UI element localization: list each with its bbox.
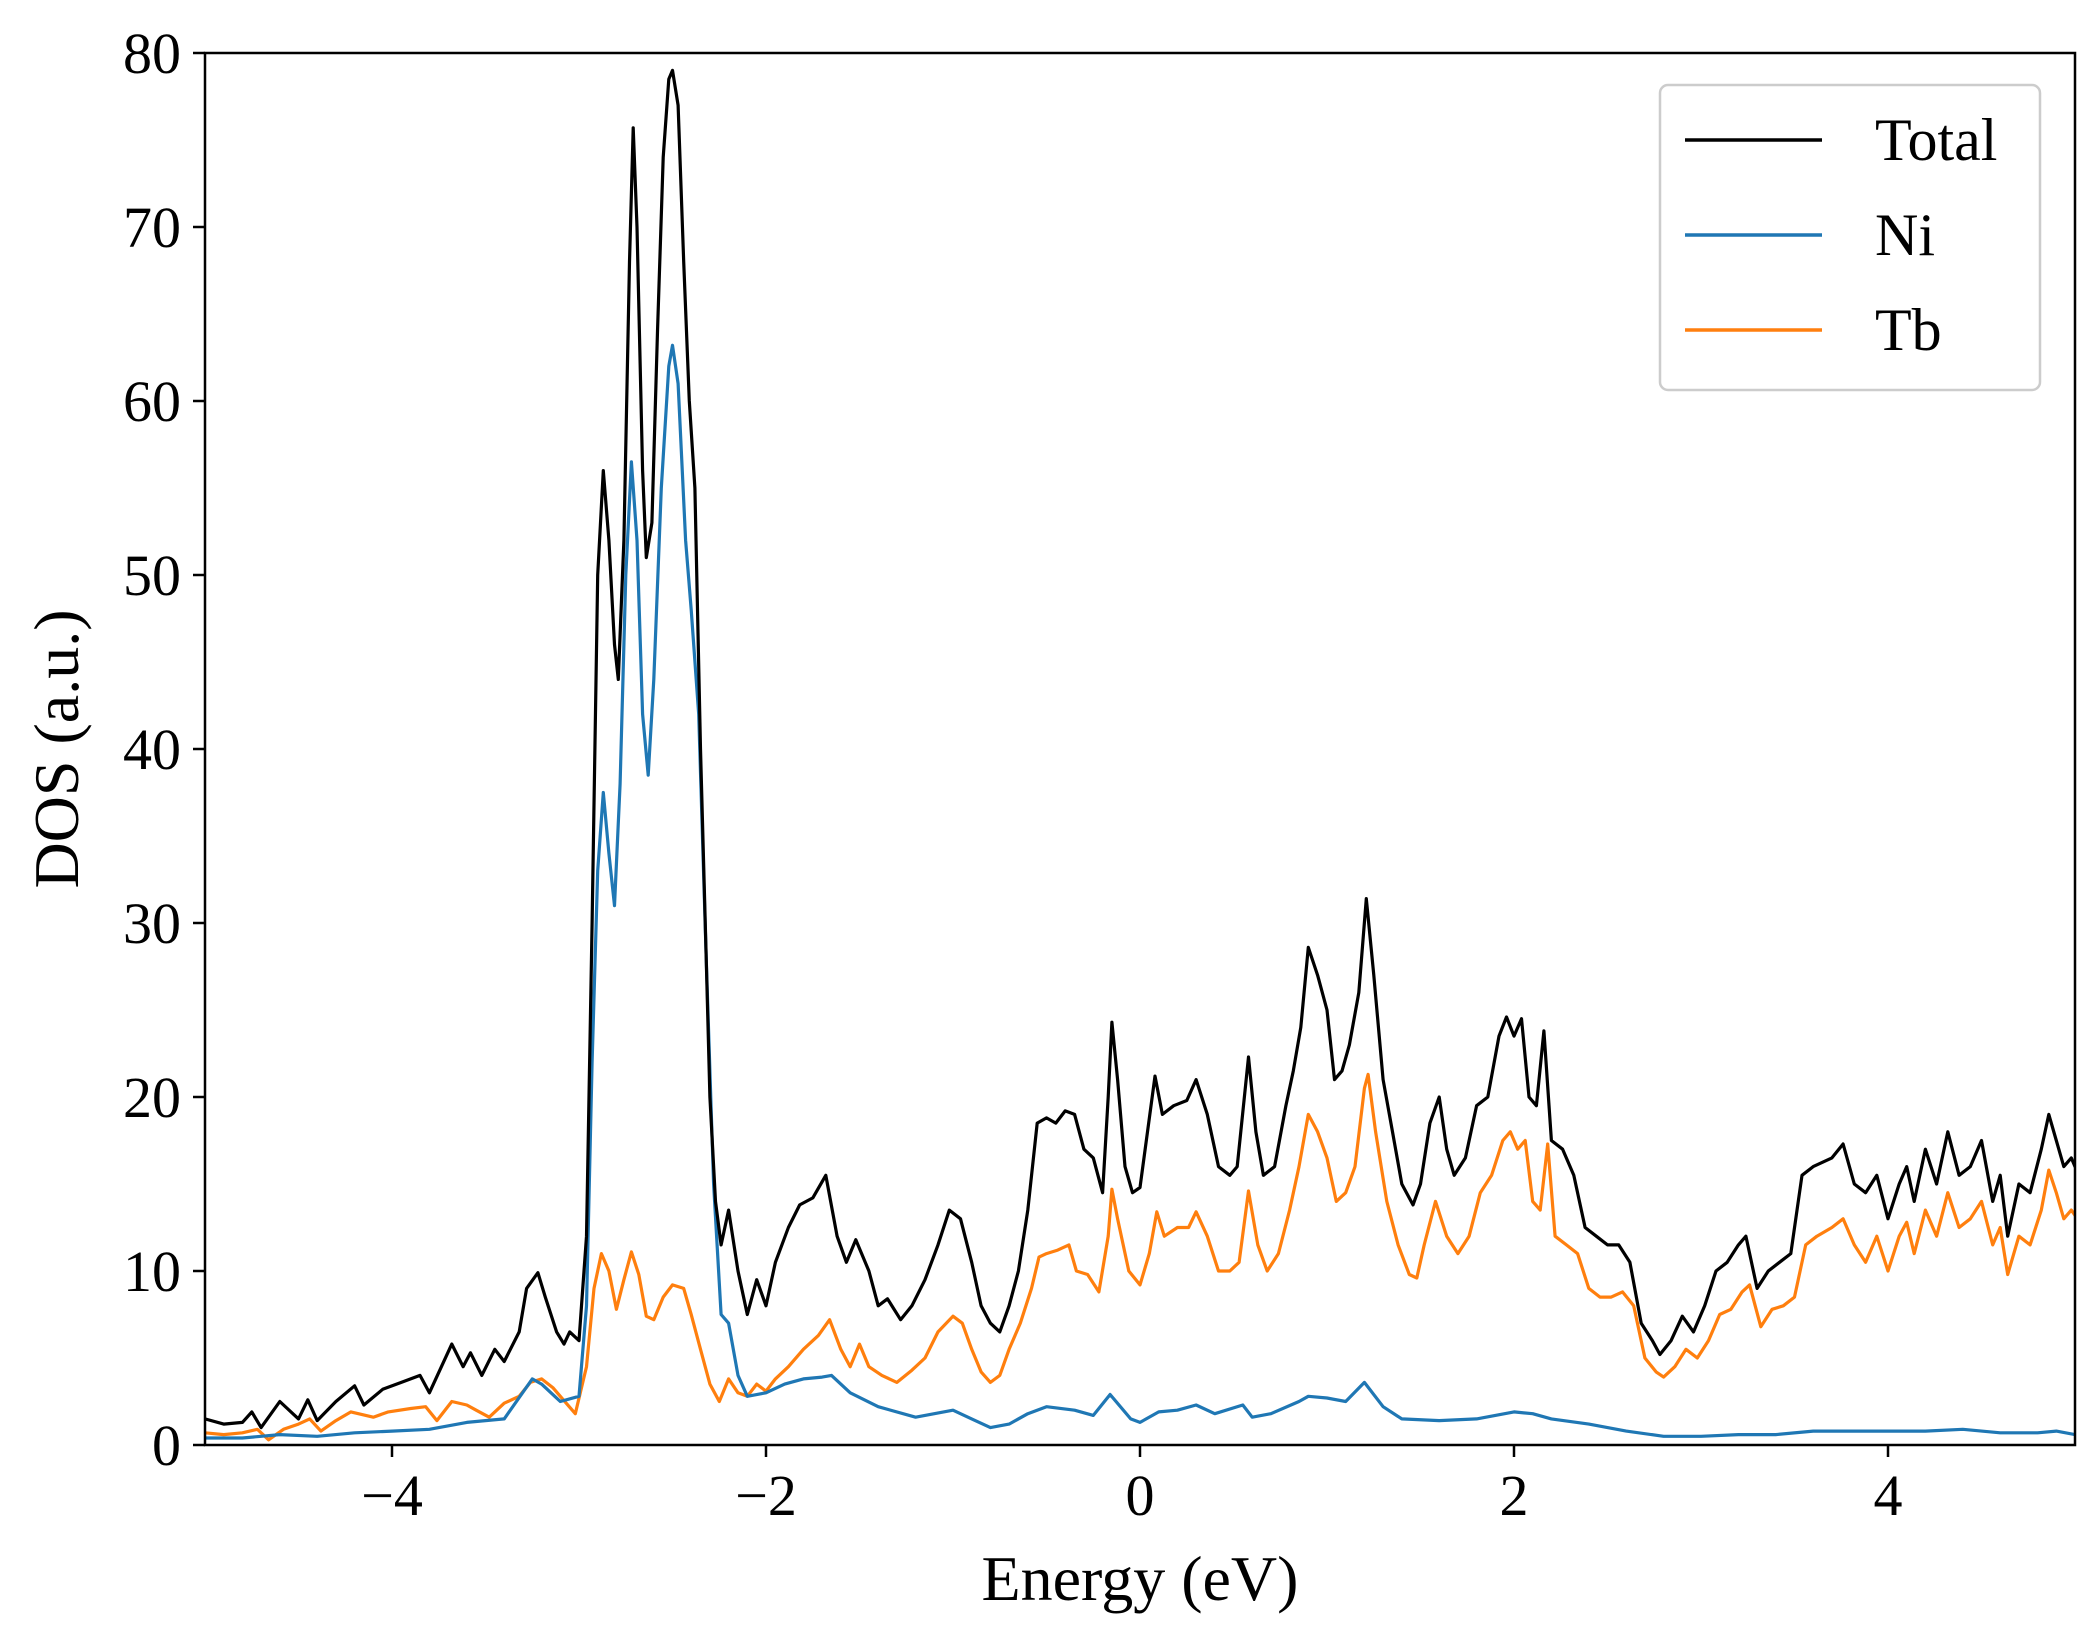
x-tick-label: 4 <box>1874 1463 1903 1528</box>
x-axis-label: Energy (eV) <box>982 1543 1299 1614</box>
y-tick-label: 80 <box>123 21 181 86</box>
x-tick-label: −4 <box>361 1463 423 1528</box>
y-tick-label: 40 <box>123 717 181 782</box>
y-tick-label: 0 <box>152 1413 181 1478</box>
y-tick-label: 70 <box>123 195 181 260</box>
y-axis-label: DOS (a.u.) <box>21 609 92 888</box>
series-line-ni <box>205 343 2075 1440</box>
series-layer <box>205 68 2075 1442</box>
legend-label-tb: Tb <box>1875 297 1942 363</box>
legend-entries: Total Ni Tb <box>1685 107 1997 363</box>
x-tick-label: −2 <box>735 1463 797 1528</box>
legend: Total Ni Tb <box>1658 83 2042 392</box>
y-tick-label: 10 <box>123 1239 181 1304</box>
x-tick-label: 0 <box>1126 1463 1155 1528</box>
legend-box <box>1658 83 2042 392</box>
series-line-total <box>205 68 2075 1430</box>
x-tick-label: 2 <box>1500 1463 1529 1528</box>
legend-label-total: Total <box>1875 107 1997 173</box>
y-tick-label: 30 <box>123 891 181 956</box>
y-tick-label: 20 <box>123 1065 181 1130</box>
y-tick-label: 50 <box>123 543 181 608</box>
series-line-tb <box>205 1072 2075 1442</box>
y-tick-label: 60 <box>123 369 181 434</box>
legend-label-ni: Ni <box>1875 202 1935 268</box>
